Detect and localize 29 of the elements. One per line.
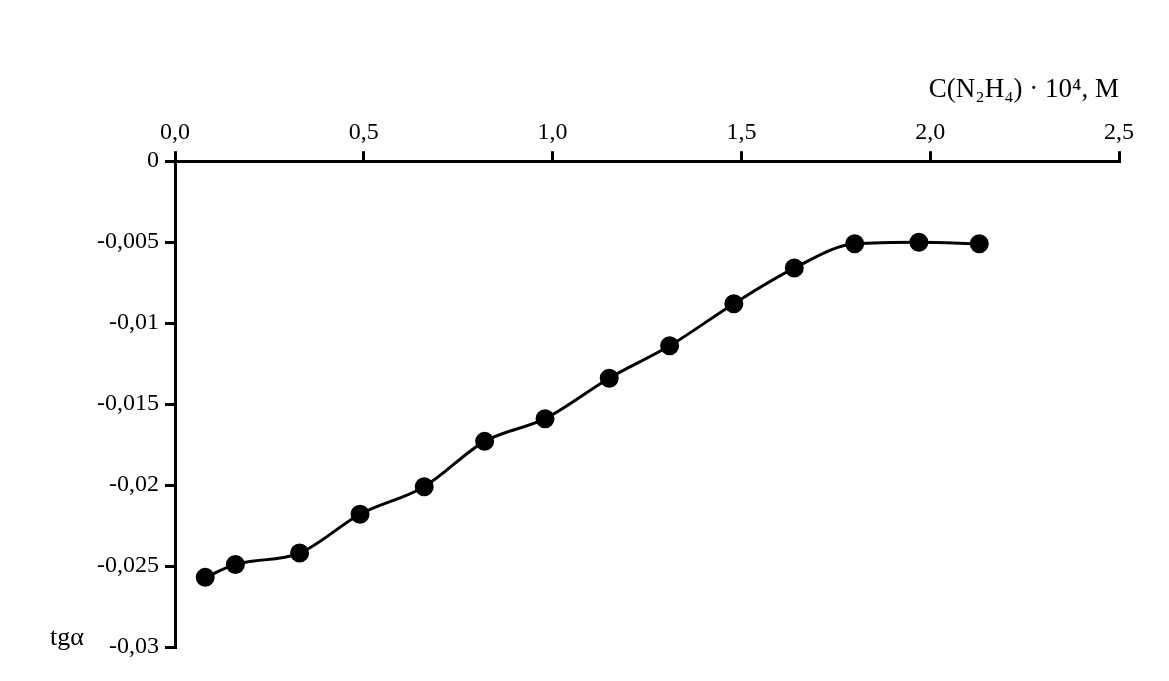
x-tick-label: 2,5 [1104,118,1134,145]
x-tick-label: 0,5 [348,118,379,145]
y-tick-label: -0,01 [109,308,159,335]
y-tick-label: -0,025 [97,551,159,578]
x-tick-label: 2,0 [915,118,946,145]
y-axis-title: tgα [50,622,84,652]
x-tick-label: 1,5 [726,118,757,145]
point [535,409,555,429]
y-tick-label: -0,03 [109,632,159,659]
point [350,504,370,524]
x-axis-title: C(N₂H₄) · 10⁴, M [928,73,1119,104]
point [475,431,495,451]
y-tick-label: -0,015 [97,389,159,416]
point [660,336,680,356]
y-tick-label: -0,005 [97,227,159,254]
point [195,567,215,587]
point [290,543,310,563]
point [414,477,434,497]
point [225,554,245,574]
point [845,234,865,254]
point [724,294,744,314]
point [969,234,989,254]
x-tick-label: 0,0 [160,118,190,145]
y-tick-label: 0 [147,146,159,173]
point [599,368,619,388]
point [909,232,929,252]
point [784,258,804,278]
y-tick-label: -0,02 [109,470,159,497]
x-tick-label: 1,0 [537,118,568,145]
